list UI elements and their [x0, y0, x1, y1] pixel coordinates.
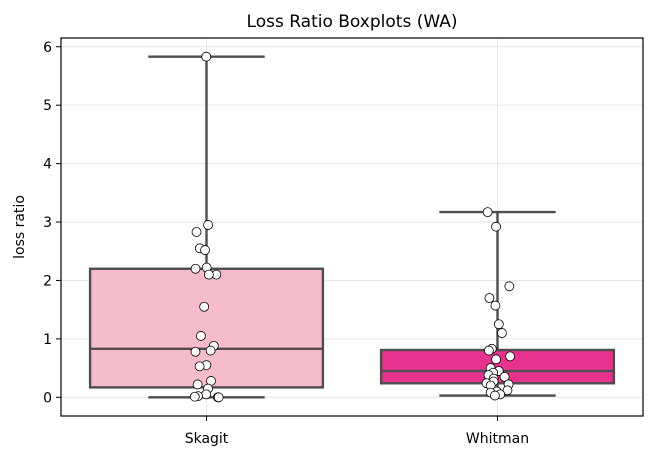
- plot-frame: [60, 37, 644, 417]
- data-point: [497, 328, 507, 338]
- y-axis-label: loss ratio: [12, 195, 28, 259]
- data-point: [201, 51, 212, 62]
- y-tick-label: 5: [43, 98, 52, 114]
- data-point: [195, 331, 206, 341]
- y-tick-label: 2: [43, 273, 52, 289]
- x-axis-ticks: Skagit Whitman: [185, 416, 529, 447]
- data-point: [194, 361, 205, 372]
- y-tick-label: 3: [43, 215, 52, 231]
- data-point: [203, 220, 213, 230]
- data-point: [490, 390, 500, 401]
- data-point: [190, 346, 201, 357]
- data-point: [199, 301, 210, 312]
- y-axis-ticks: 0 1 2 3 4 5 6: [43, 40, 61, 406]
- x-tick-label: Skagit: [185, 431, 229, 447]
- y-tick-label: 1: [43, 332, 52, 348]
- data-point: [484, 345, 494, 356]
- data-point: [205, 345, 216, 356]
- data-point: [191, 227, 202, 237]
- data-points: [189, 51, 516, 403]
- data-point: [490, 300, 501, 311]
- data-point: [201, 389, 212, 400]
- data-point: [499, 371, 510, 382]
- data-point: [484, 293, 495, 303]
- data-point: [482, 207, 493, 218]
- data-point: [491, 354, 501, 365]
- y-tick-label: 0: [43, 390, 52, 406]
- data-point: [493, 319, 504, 330]
- data-point: [200, 245, 210, 255]
- data-point: [189, 391, 200, 402]
- data-point: [502, 385, 513, 396]
- chart-title: Loss Ratio Boxplots (WA): [247, 12, 458, 32]
- y-tick-label: 6: [43, 40, 52, 56]
- data-point: [203, 269, 214, 280]
- y-tick-label: 4: [43, 157, 52, 173]
- data-point: [213, 392, 224, 403]
- data-point: [190, 263, 201, 274]
- data-point: [504, 281, 515, 292]
- data-point: [192, 379, 203, 390]
- data-point: [505, 351, 516, 362]
- data-point: [491, 221, 501, 232]
- x-tick-label: Whitman: [466, 431, 529, 447]
